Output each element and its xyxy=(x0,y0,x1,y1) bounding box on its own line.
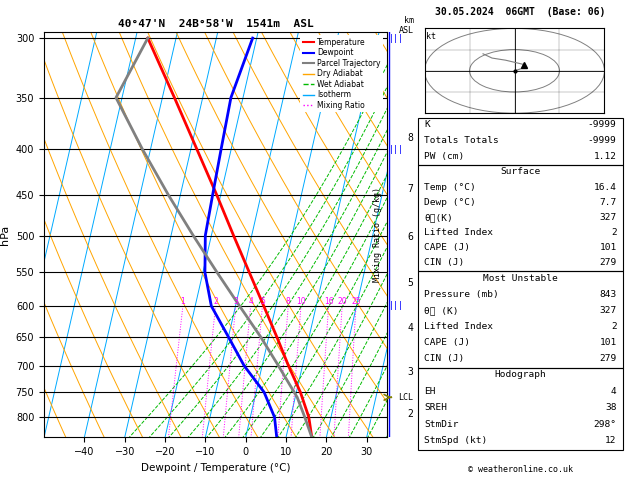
Text: CIN (J): CIN (J) xyxy=(425,354,465,363)
Text: 2: 2 xyxy=(408,409,414,419)
Text: θᴇ (K): θᴇ (K) xyxy=(425,306,459,315)
Text: CAPE (J): CAPE (J) xyxy=(425,338,470,347)
Text: CAPE (J): CAPE (J) xyxy=(425,243,470,252)
Text: © weatheronline.co.uk: © weatheronline.co.uk xyxy=(468,465,573,474)
Text: StmDir: StmDir xyxy=(425,420,459,429)
Text: 298°: 298° xyxy=(594,420,616,429)
Text: Lifted Index: Lifted Index xyxy=(425,228,493,237)
Text: 4: 4 xyxy=(248,297,253,306)
Text: 2: 2 xyxy=(611,228,616,237)
Text: 16.4: 16.4 xyxy=(594,183,616,191)
Text: 16: 16 xyxy=(324,297,333,306)
Text: 4: 4 xyxy=(611,387,616,396)
Text: kt: kt xyxy=(426,32,437,41)
Text: Temp (°C): Temp (°C) xyxy=(425,183,476,191)
Text: 20: 20 xyxy=(337,297,347,306)
Text: 6: 6 xyxy=(408,232,414,242)
Text: 5: 5 xyxy=(408,278,414,288)
Text: 38: 38 xyxy=(605,403,616,412)
Text: 1.12: 1.12 xyxy=(594,152,616,161)
Text: 279: 279 xyxy=(599,259,616,267)
Text: Totals Totals: Totals Totals xyxy=(425,136,499,145)
Text: Surface: Surface xyxy=(501,167,540,176)
Text: |||: ||| xyxy=(388,34,403,43)
Text: 7.7: 7.7 xyxy=(599,198,616,207)
Text: km
ASL: km ASL xyxy=(399,16,414,35)
Title: 40°47'N  24B°58'W  1541m  ASL: 40°47'N 24B°58'W 1541m ASL xyxy=(118,19,313,30)
Text: Lifted Index: Lifted Index xyxy=(425,322,493,331)
Text: Most Unstable: Most Unstable xyxy=(483,274,558,283)
Text: θᴇ(K): θᴇ(K) xyxy=(425,213,453,222)
Text: 2: 2 xyxy=(611,322,616,331)
Text: 25: 25 xyxy=(351,297,361,306)
Text: 8: 8 xyxy=(286,297,291,306)
Text: 30.05.2024  06GMT  (Base: 06): 30.05.2024 06GMT (Base: 06) xyxy=(435,7,606,17)
Text: 5: 5 xyxy=(260,297,265,306)
Text: 2: 2 xyxy=(213,297,218,306)
Text: 8: 8 xyxy=(408,134,414,143)
Text: 101: 101 xyxy=(599,338,616,347)
Text: 3: 3 xyxy=(408,367,414,377)
Text: Pressure (mb): Pressure (mb) xyxy=(425,290,499,299)
Text: 279: 279 xyxy=(599,354,616,363)
Text: LCL: LCL xyxy=(399,393,414,402)
Text: 4: 4 xyxy=(408,324,414,333)
Text: -9999: -9999 xyxy=(588,136,616,145)
Legend: Temperature, Dewpoint, Parcel Trajectory, Dry Adiabat, Wet Adiabat, Isotherm, Mi: Temperature, Dewpoint, Parcel Trajectory… xyxy=(301,35,383,112)
Text: Dewp (°C): Dewp (°C) xyxy=(425,198,476,207)
Text: EH: EH xyxy=(425,387,436,396)
Text: 3: 3 xyxy=(233,297,238,306)
Text: PW (cm): PW (cm) xyxy=(425,152,465,161)
Text: Mixing Ratio (g/kg): Mixing Ratio (g/kg) xyxy=(373,187,382,282)
Text: 12: 12 xyxy=(605,436,616,445)
Text: SREH: SREH xyxy=(425,403,447,412)
Text: 843: 843 xyxy=(599,290,616,299)
Text: StmSpd (kt): StmSpd (kt) xyxy=(425,436,487,445)
Text: 1: 1 xyxy=(181,297,186,306)
Y-axis label: hPa: hPa xyxy=(0,225,10,244)
Text: CIN (J): CIN (J) xyxy=(425,259,465,267)
Text: K: K xyxy=(425,121,430,129)
Text: Hodograph: Hodograph xyxy=(494,370,547,380)
Text: -9999: -9999 xyxy=(588,121,616,129)
X-axis label: Dewpoint / Temperature (°C): Dewpoint / Temperature (°C) xyxy=(141,463,290,473)
Text: 101: 101 xyxy=(599,243,616,252)
Text: |||: ||| xyxy=(388,145,403,154)
Text: 327: 327 xyxy=(599,213,616,222)
Text: 10: 10 xyxy=(296,297,306,306)
Text: 7: 7 xyxy=(408,184,414,194)
Text: 327: 327 xyxy=(599,306,616,315)
Text: |||: ||| xyxy=(388,301,403,311)
